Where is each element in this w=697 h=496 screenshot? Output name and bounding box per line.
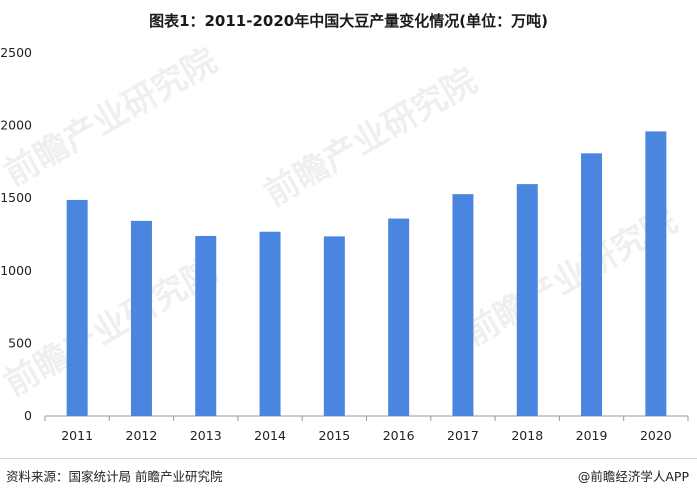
x-tick-label: 2018: [511, 428, 543, 443]
x-tick-label: 2016: [383, 428, 415, 443]
y-tick-label: 2500: [0, 45, 32, 60]
y-tick-label: 1500: [0, 190, 32, 205]
bar-chart: 0 500 1000 1500 2000 2500 2011 2012 2013 2014 2015…: [0, 45, 689, 443]
bar: [645, 131, 667, 416]
x-tick-label: 2020: [640, 428, 672, 443]
y-tick-label: 1000: [0, 263, 32, 278]
bar: [516, 184, 538, 416]
bar: [66, 199, 88, 416]
x-tick-label: 2011: [61, 428, 93, 443]
bar: [323, 236, 345, 416]
bar: [452, 194, 474, 416]
footer-divider: [0, 458, 697, 459]
x-tick-label: 2015: [318, 428, 350, 443]
x-tick-label: 2013: [190, 428, 222, 443]
bar: [388, 218, 410, 416]
x-tick-label: 2019: [576, 428, 608, 443]
bar: [259, 231, 281, 416]
x-tick-label: 2012: [126, 428, 158, 443]
y-tick-label: 500: [8, 335, 32, 350]
bar: [581, 153, 603, 417]
credit-note: @前瞻经济学人APP: [577, 469, 689, 484]
y-tick-label: 2000: [0, 118, 32, 133]
source-note: 资料来源：国家统计局 前瞻产业研究院: [6, 469, 223, 484]
x-tick-label: 2017: [447, 428, 479, 443]
y-tick-label: 0: [24, 408, 32, 423]
bar: [195, 235, 217, 416]
x-tick-label: 2014: [254, 428, 286, 443]
bar: [130, 220, 152, 416]
chart-title: 图表1：2011-2020年中国大豆产量变化情况(单位：万吨): [149, 12, 548, 30]
